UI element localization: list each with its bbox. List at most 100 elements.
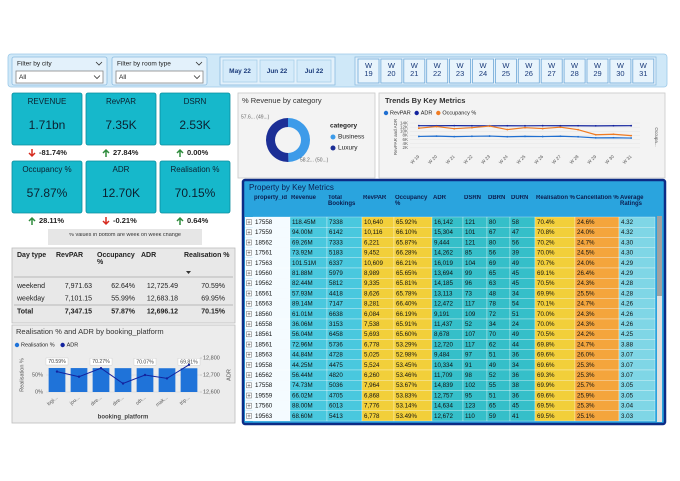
column-header-box: Realisation % (536, 195, 575, 201)
legend-marker (330, 134, 336, 140)
week-button[interactable] (403, 58, 426, 84)
week-button[interactable] (494, 58, 517, 84)
cell-text: 12,683.18 (147, 295, 178, 302)
x-tick-label: W 20 (427, 154, 438, 165)
column-header[interactable]: RevPAR (56, 252, 84, 259)
week-label[interactable]: W 31 (639, 62, 648, 78)
week-label[interactable]: W 29 (593, 62, 602, 78)
month-button[interactable] (222, 59, 258, 83)
week-label[interactable]: W 22 (433, 62, 442, 78)
week-button[interactable] (380, 58, 403, 84)
cell-text: 17558 (255, 219, 273, 226)
week-label[interactable]: W 20 (387, 62, 396, 78)
week-button[interactable] (609, 58, 632, 84)
dropdown[interactable] (115, 70, 204, 84)
x-tick-label: W 31 (622, 154, 633, 165)
cell-text: 101 (465, 229, 476, 236)
column-header[interactable]: Occupancy % (97, 252, 135, 267)
column-header[interactable]: DURN (511, 195, 529, 201)
column-header[interactable]: Realisation % (184, 252, 230, 259)
cell-text: 69.6% (537, 392, 555, 399)
scroll-thumb[interactable] (657, 216, 662, 296)
week-button[interactable] (517, 58, 540, 84)
week-button[interactable] (632, 58, 655, 84)
cell-text: 65.92% (396, 219, 417, 226)
cell-text: 12,672 (434, 413, 453, 420)
cell-text: 65.65% (396, 270, 417, 277)
filter-label: Filter by city (17, 61, 52, 68)
week-button[interactable] (472, 58, 494, 84)
month-button[interactable] (259, 59, 295, 83)
column-header[interactable]: Realisation % (536, 195, 575, 201)
cell-text: 99 (465, 270, 472, 277)
cell-text: 65 (489, 270, 496, 277)
cell-text: 14,185 (434, 280, 453, 287)
column-header[interactable]: Revenue (291, 195, 317, 201)
cell-text: 65.81% (396, 280, 417, 287)
week-button[interactable] (426, 58, 449, 84)
cell-text: 56.44M (292, 372, 313, 379)
cell-text: 25.5% (577, 290, 595, 297)
cell-text: 110 (465, 413, 475, 420)
kpi-change: 0.64% (187, 216, 209, 225)
cell-text: 52 (489, 372, 496, 379)
week-button[interactable] (357, 58, 380, 84)
column-header[interactable]: Cancellation % (576, 195, 619, 201)
week-label[interactable]: W 19 (364, 62, 373, 78)
cell-text: 6013 (329, 403, 343, 410)
column-header[interactable]: RevPAR (363, 195, 387, 201)
week-label[interactable]: W 23 (455, 62, 465, 78)
cell-text: 5736 (329, 341, 343, 348)
column-header[interactable]: Average Ratings (620, 195, 644, 208)
week-label[interactable]: W 24 (478, 62, 488, 78)
cell-text: 3.07 (621, 362, 634, 369)
cell-text: 70.5% (537, 331, 555, 338)
week-label[interactable]: W 30 (616, 62, 625, 78)
month-button[interactable] (296, 59, 332, 83)
week-label[interactable]: W 28 (570, 62, 579, 78)
kpi-change: 28.11% (39, 216, 64, 225)
cell-text: 8,989 (364, 270, 380, 277)
cell-text: 17563 (255, 260, 273, 267)
cell-text: 39 (512, 250, 519, 257)
week-button[interactable] (586, 58, 609, 84)
column-header[interactable]: ADR (141, 252, 157, 259)
cell-text: 81.88M (292, 270, 313, 277)
cell-text: 69.1% (537, 270, 555, 277)
column-header[interactable]: ADR (433, 195, 446, 201)
legend-label: Realisation % (21, 342, 55, 348)
cell-text: 5,524 (364, 362, 380, 369)
week-label[interactable]: W 21 (410, 62, 419, 78)
week-label[interactable]: W 25 (501, 62, 511, 78)
column-header-box: ADR (433, 195, 446, 201)
x-tick-label: oth... (135, 395, 147, 407)
column-header[interactable]: DSRN (464, 195, 482, 201)
column-header[interactable]: property_id (254, 195, 288, 201)
week-label[interactable]: W 26 (524, 62, 533, 78)
cell-text: 19559 (255, 392, 273, 399)
column-header[interactable]: Day type (17, 252, 47, 259)
week-button[interactable] (540, 58, 563, 84)
week-button[interactable] (563, 58, 586, 84)
point (612, 124, 615, 127)
column-header[interactable]: Occupancy % (395, 195, 428, 208)
cell-text: 26.4% (577, 270, 595, 277)
trend-arrow (102, 217, 110, 226)
column-header[interactable]: DBRN (488, 195, 506, 201)
cell-text: 6,260 (364, 372, 380, 379)
cell-text: 118.45M (292, 219, 316, 226)
column-header[interactable]: Total Bookings (328, 195, 356, 208)
legend-marker (436, 110, 441, 116)
expand-plus (247, 281, 251, 285)
x-tick-label: W 28 (569, 154, 580, 165)
week-label[interactable]: W 27 (547, 62, 556, 78)
axis-title: Realisation % (19, 358, 25, 392)
week-button[interactable] (449, 58, 472, 84)
cell-text: 4475 (329, 362, 343, 369)
legend-label: ADR (421, 110, 433, 116)
cell-text: 48 (489, 290, 496, 297)
point (488, 135, 491, 137)
dropdown[interactable] (15, 70, 104, 84)
label-box (133, 358, 157, 366)
cell-text: 25.3% (577, 372, 595, 379)
